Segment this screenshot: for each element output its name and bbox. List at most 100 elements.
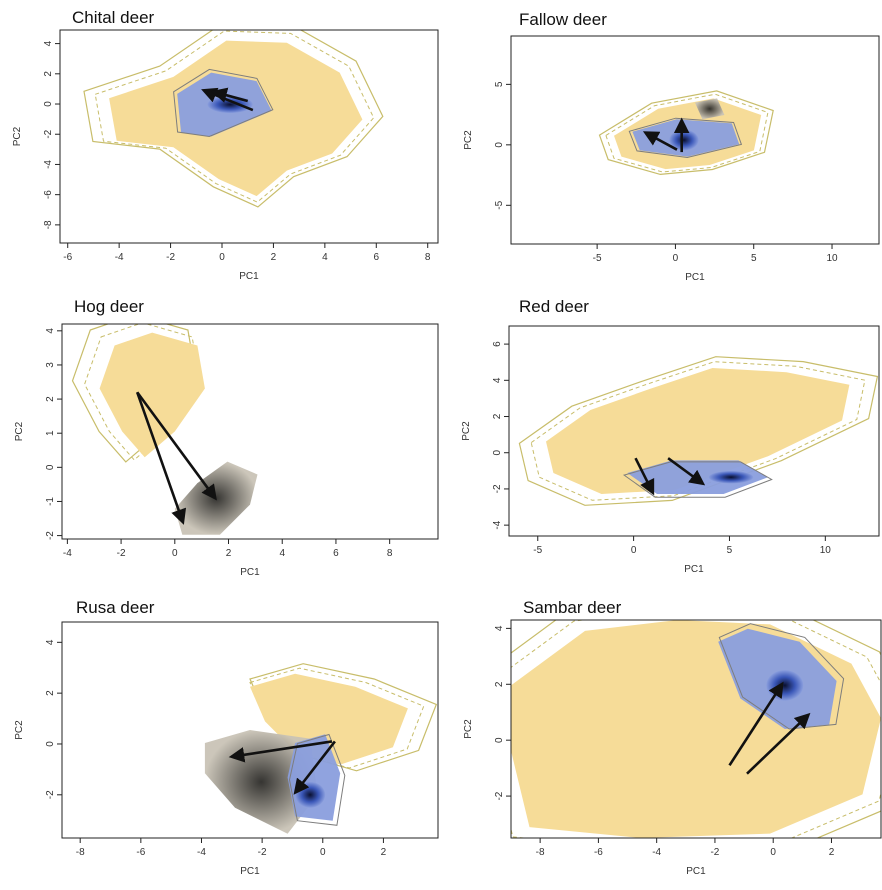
chart-panel-sambar: Sambar deer -8 -6 -4 -2 0 2 -2 0 2 4 PC1 PC2 <box>441 592 882 890</box>
density-core <box>207 96 253 114</box>
centroid-shift-arrow <box>746 712 811 775</box>
x-tick-label: -2 <box>166 252 175 263</box>
y-axis-title: PC2 <box>461 421 472 441</box>
x-tick-label: 0 <box>320 847 326 858</box>
niche-region-native <box>99 332 205 458</box>
y-tick-label: 4 <box>494 625 505 631</box>
niche-region-unfilling <box>695 98 725 120</box>
plot-area <box>83 30 384 208</box>
y-tick-label: 1 <box>45 430 56 436</box>
x-tick-label: 8 <box>425 252 431 263</box>
centroid-shift-arrow <box>293 740 336 795</box>
x-tick-label: -6 <box>594 847 603 858</box>
x-tick-label: 5 <box>751 253 757 264</box>
x-tick-label: -8 <box>536 847 545 858</box>
chart-title: Rusa deer <box>76 598 155 617</box>
x-tick-label: -4 <box>197 847 206 858</box>
y-axis-title: PC2 <box>463 719 474 739</box>
x-tick-label: 5 <box>727 545 733 556</box>
x-tick-label: 0 <box>770 847 776 858</box>
y-tick-label: 6 <box>492 341 503 347</box>
y-tick-label: -2 <box>494 791 505 800</box>
x-tick-label: 4 <box>279 548 285 559</box>
x-axis-title: PC1 <box>240 866 260 877</box>
x-tick-label: -6 <box>63 252 72 263</box>
contour-introduced <box>718 623 845 730</box>
plot-area <box>518 356 879 506</box>
contour-introduced <box>173 68 274 138</box>
x-tick-label: 10 <box>820 545 832 556</box>
centroid-shift-arrow <box>211 87 249 103</box>
y-tick-label: 4 <box>45 328 56 334</box>
y-tick-label: 0 <box>43 101 54 107</box>
chart-panel-chital: Chital deer -6 -4 -2 0 2 4 6 8 -8 -6 -4 -2 0 2 4 PC1 PC2 <box>0 0 441 296</box>
centroid-shift-arrow <box>634 457 655 496</box>
x-tick-label: -2 <box>117 548 126 559</box>
y-tick-label: -4 <box>43 160 54 169</box>
x-axis-title: PC1 <box>684 564 704 575</box>
x-tick-label: 2 <box>829 847 835 858</box>
plot-frame <box>61 323 439 540</box>
y-tick-label: -2 <box>492 484 503 493</box>
x-tick-label: -6 <box>136 847 145 858</box>
x-tick-label: 10 <box>826 253 838 264</box>
chart-title: Fallow deer <box>519 10 607 29</box>
x-tick-label: 0 <box>631 545 637 556</box>
x-tick-label: 0 <box>172 548 178 559</box>
y-tick-label: -5 <box>494 200 505 209</box>
chart-title: Chital deer <box>72 8 155 27</box>
x-axis-title: PC1 <box>685 272 705 283</box>
niche-region-native <box>546 368 850 494</box>
y-tick-label: 4 <box>43 40 54 46</box>
plot-frame <box>61 621 439 839</box>
x-tick-label: 6 <box>374 252 380 263</box>
y-tick-label: 0 <box>494 142 505 148</box>
y-axis-title: PC2 <box>12 126 23 146</box>
y-tick-label: 3 <box>45 362 56 368</box>
chart-svg: -5 0 5 10 -5 0 5 PC1 PC2 <box>463 35 880 283</box>
x-tick-label: 2 <box>381 847 387 858</box>
x-tick-label: 0 <box>673 253 679 264</box>
y-tick-label: 2 <box>45 690 56 696</box>
density-core <box>766 670 804 701</box>
centroid-shift-arrow <box>642 131 678 151</box>
y-tick-label: -6 <box>43 190 54 199</box>
y-tick-label: -1 <box>45 497 56 506</box>
x-tick-label: -8 <box>76 847 85 858</box>
y-tick-label: -2 <box>45 790 56 799</box>
contour-inner <box>84 324 201 461</box>
plot-area <box>71 324 258 535</box>
chart-svg: -5 0 5 10 -4 -2 0 2 4 6 PC1 PC2 <box>461 325 880 575</box>
x-tick-label: 6 <box>333 548 339 559</box>
y-axis-title: PC2 <box>463 130 474 150</box>
y-tick-label: 5 <box>494 81 505 87</box>
x-tick-label: 2 <box>226 548 232 559</box>
x-tick-label: -4 <box>652 847 661 858</box>
plot-frame <box>508 325 880 537</box>
chart-svg: -4 -2 0 2 4 6 8 -2 -1 0 1 2 3 4 PC1 PC2 <box>14 323 439 578</box>
contour-outer <box>518 356 879 506</box>
x-axis-title: PC1 <box>239 271 259 282</box>
x-tick-label: 8 <box>387 548 393 559</box>
y-tick-label: 0 <box>45 464 56 470</box>
centroid-shift-arrow <box>228 740 333 763</box>
plot-frame <box>510 35 880 245</box>
x-tick-label: -5 <box>533 545 542 556</box>
y-tick-label: 2 <box>43 71 54 77</box>
niche-region-native <box>511 620 881 838</box>
y-axis-title: PC2 <box>14 421 25 441</box>
contour-outer <box>83 30 384 208</box>
y-tick-label: 4 <box>45 639 56 645</box>
x-tick-label: -4 <box>115 252 124 263</box>
x-tick-label: -5 <box>593 253 602 264</box>
y-axis-title: PC2 <box>14 720 25 740</box>
x-axis-title: PC1 <box>686 866 706 877</box>
contour-inner <box>94 30 375 203</box>
density-core <box>708 470 754 484</box>
y-tick-label: 2 <box>492 413 503 419</box>
chart-svg: -8 -6 -4 -2 0 2 -2 0 2 4 PC1 PC2 <box>14 621 439 877</box>
x-tick-label: 2 <box>271 252 277 263</box>
chart-panel-rusa: Rusa deer -8 -6 -4 -2 0 2 -2 0 2 4 PC1 PC2 <box>0 592 441 890</box>
centroid-shift-arrow <box>136 391 217 501</box>
y-tick-label: -4 <box>492 520 503 529</box>
